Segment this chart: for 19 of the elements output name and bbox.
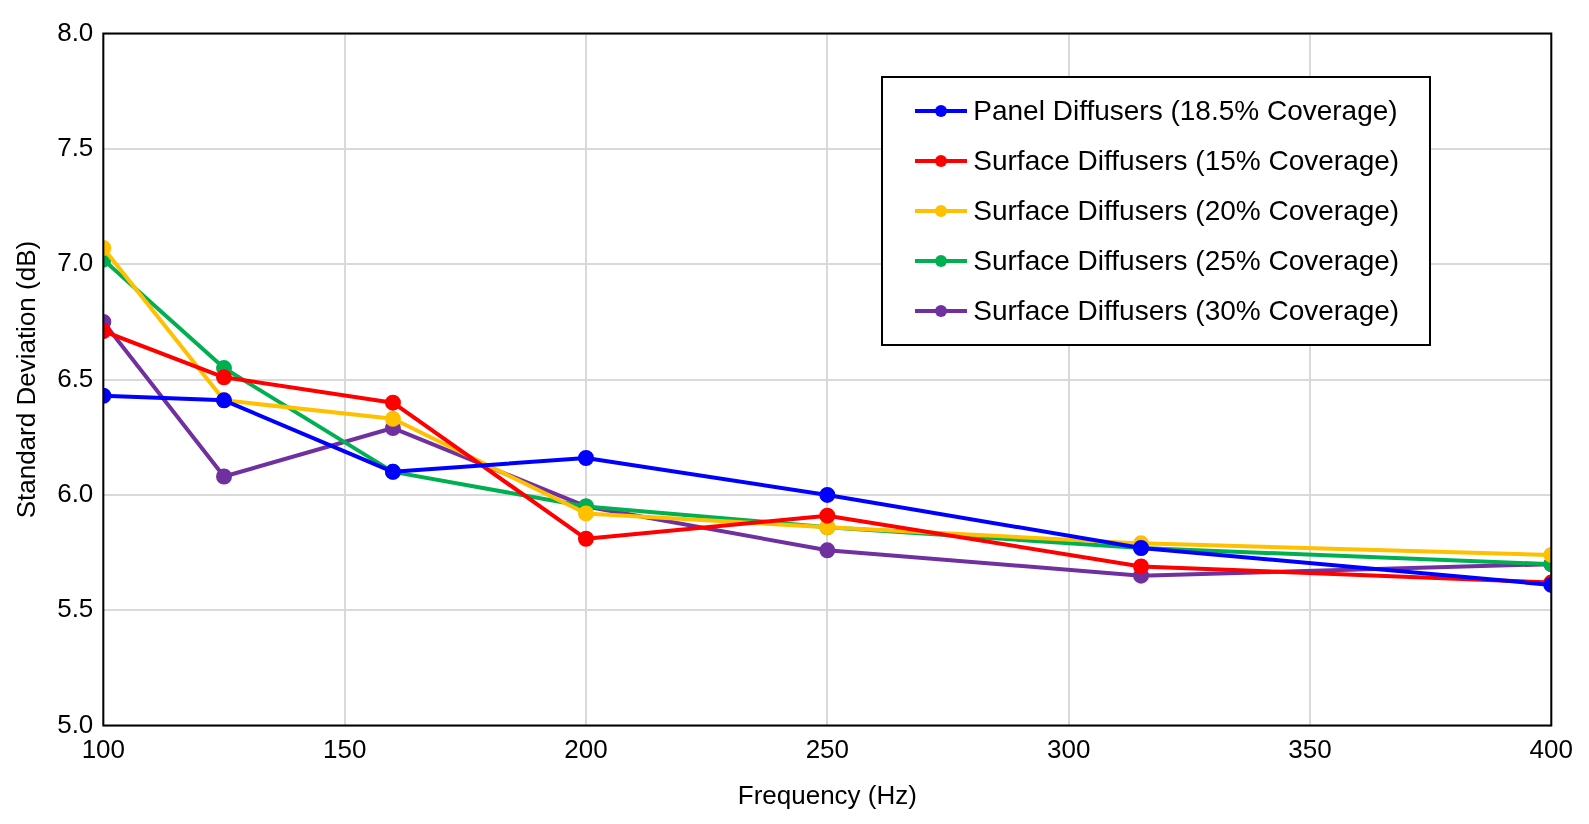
y-tick-label: 7.5 [57,132,94,163]
x-axis-title: Frequency (Hz) [737,779,917,810]
legend-label: Panel Diffusers (18.5% Coverage) [973,94,1398,127]
x-tick-label: 350 [1288,734,1332,765]
y-tick-label: 5.5 [57,593,94,624]
legend-label: Surface Diffusers (30% Coverage) [973,294,1400,327]
y-tick-label: 8.0 [57,16,94,47]
legend-label: Surface Diffusers (25% Coverage) [973,244,1400,277]
y-tick-label: 6.5 [57,362,94,393]
legend-label: Surface Diffusers (20% Coverage) [973,194,1400,227]
x-tick-label: 200 [564,734,608,765]
y-tick-label: 7.0 [57,247,94,278]
x-tick-label: 250 [805,734,850,765]
x-tick-label: 400 [1529,734,1574,765]
y-tick-label: 6.0 [57,478,94,509]
y-axis-title: Standard Deviation (dB) [10,240,41,519]
x-tick-label: 300 [1046,734,1091,765]
x-tick-label: 150 [322,734,367,765]
legend-label: Surface Diffusers (15% Coverage) [973,144,1400,177]
